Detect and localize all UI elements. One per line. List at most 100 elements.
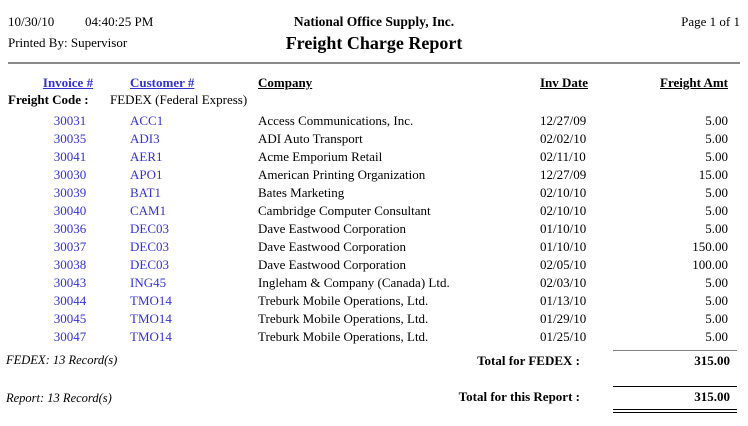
page-indicator: Page 1 of 1 <box>681 14 740 29</box>
report-total-double-rule <box>613 409 737 413</box>
invoice-number-cell[interactable]: 30043 <box>53 275 87 290</box>
inv-date-cell: 02/11/10 <box>540 149 586 164</box>
freight-amt-cell: 150.00 <box>692 239 728 254</box>
freight-amt-cell: 5.00 <box>705 203 728 218</box>
invoice-number-cell[interactable]: 30040 <box>53 203 87 218</box>
customer-number-cell[interactable]: CAM1 <box>130 203 167 218</box>
table-row: 30038 DEC03 Dave Eastwood Corporation 02… <box>0 256 748 274</box>
company-name: National Office Supply, Inc. <box>293 14 455 29</box>
table-row: 30044 TMO14 Treburk Mobile Operations, L… <box>0 292 748 310</box>
inv-date-cell: 02/10/10 <box>540 185 587 200</box>
inv-date-cell: 12/27/09 <box>540 167 587 182</box>
group-total-amount: 315.00 <box>694 353 730 368</box>
company-cell: American Printing Organization <box>258 167 426 182</box>
table-row: 30041 AER1 Acme Emporium Retail 02/11/10… <box>0 148 748 166</box>
customer-number-cell[interactable]: DEC03 <box>130 239 169 254</box>
invoice-number-cell[interactable]: 30045 <box>53 311 87 326</box>
freight-amt-cell: 5.00 <box>705 329 728 344</box>
company-cell: ADI Auto Transport <box>258 131 363 146</box>
report-record-count: Report: 13 Record(s) <box>6 391 112 405</box>
customer-number-cell[interactable]: DEC03 <box>130 257 169 272</box>
column-header-company: Company <box>258 75 313 90</box>
table-row: 30036 DEC03 Dave Eastwood Corporation 01… <box>0 220 748 238</box>
invoice-number-cell[interactable]: 30036 <box>53 221 87 236</box>
table-row: 30030 APO1 American Printing Organizatio… <box>0 166 748 184</box>
freight-amt-cell: 5.00 <box>705 185 728 200</box>
company-cell: Ingleham & Company (Canada) Ltd. <box>258 275 450 290</box>
customer-number-cell[interactable]: DEC03 <box>130 221 169 236</box>
group-total-rule <box>613 350 737 351</box>
company-cell: Bates Marketing <box>258 185 345 200</box>
group-record-count: FEDEX: 13 Record(s) <box>6 353 118 367</box>
inv-date-cell: 01/13/10 <box>540 293 587 308</box>
print-datetime: 10/30/10 04:40:25 PM <box>8 14 153 30</box>
freight-amt-cell: 5.00 <box>705 221 728 236</box>
invoice-number-cell[interactable]: 30041 <box>53 149 87 164</box>
table-body: 30031 ACC1 Access Communications, Inc. 1… <box>0 112 748 346</box>
column-header-freight-amt: Freight Amt <box>660 75 728 90</box>
freight-amt-cell: 100.00 <box>692 257 728 272</box>
column-header-inv-date: Inv Date <box>540 75 589 90</box>
freight-amt-cell: 5.00 <box>705 293 728 308</box>
invoice-number-cell[interactable]: 30039 <box>53 185 87 200</box>
inv-date-cell: 12/27/09 <box>540 113 587 128</box>
table-row: 30035 ADI3 ADI Auto Transport 02/02/10 5… <box>0 130 748 148</box>
inv-date-cell: 02/05/10 <box>540 257 587 272</box>
company-cell: Treburk Mobile Operations, Ltd. <box>258 311 429 326</box>
customer-number-cell[interactable]: TMO14 <box>130 311 172 326</box>
inv-date-cell: 02/10/10 <box>540 203 587 218</box>
invoice-number-cell[interactable]: 30035 <box>53 131 87 146</box>
table-row: 30047 TMO14 Treburk Mobile Operations, L… <box>0 328 748 346</box>
report-total-label: Total for this Report : <box>458 389 580 404</box>
customer-number-cell[interactable]: ADI3 <box>130 131 160 146</box>
customer-number-cell[interactable]: TMO14 <box>130 293 172 308</box>
invoice-number-cell[interactable]: 30037 <box>53 239 87 254</box>
header-rule <box>8 62 740 64</box>
print-date: 10/30/10 <box>8 14 55 29</box>
inv-date-cell: 01/29/10 <box>540 311 587 326</box>
freight-amt-cell: 5.00 <box>705 113 728 128</box>
group-total-label: Total for FEDEX : <box>477 353 580 368</box>
invoice-number-cell[interactable]: 30030 <box>53 167 87 182</box>
inv-date-cell: 02/02/10 <box>540 131 587 146</box>
customer-number-cell[interactable]: ING45 <box>130 275 167 290</box>
invoice-number-cell[interactable]: 30038 <box>53 257 87 272</box>
freight-code-value: FEDEX (Federal Express) <box>110 92 248 107</box>
freight-code-group-row: Freight Code : FEDEX (Federal Express) <box>8 92 247 108</box>
table-row: 30043 ING45 Ingleham & Company (Canada) … <box>0 274 748 292</box>
table-row: 30045 TMO14 Treburk Mobile Operations, L… <box>0 310 748 328</box>
print-time: 04:40:25 PM <box>85 14 154 29</box>
table-row: 30031 ACC1 Access Communications, Inc. 1… <box>0 112 748 130</box>
company-cell: Treburk Mobile Operations, Ltd. <box>258 293 429 308</box>
company-cell: Treburk Mobile Operations, Ltd. <box>258 329 429 344</box>
printed-by: Printed By: Supervisor <box>8 35 128 50</box>
customer-number-cell[interactable]: ACC1 <box>130 113 164 128</box>
inv-date-cell: 01/10/10 <box>540 239 587 254</box>
freight-amt-cell: 5.00 <box>705 131 728 146</box>
freight-amt-cell: 5.00 <box>705 149 728 164</box>
page-title: Freight Charge Report <box>285 33 463 53</box>
company-cell: Dave Eastwood Corporation <box>258 257 407 272</box>
freight-code-label: Freight Code : <box>8 92 89 107</box>
table-row: 30039 BAT1 Bates Marketing 02/10/10 5.00 <box>0 184 748 202</box>
invoice-number-cell[interactable]: 30031 <box>53 113 87 128</box>
freight-amt-cell: 15.00 <box>698 167 728 182</box>
table-header-row: Invoice # Customer # Company Inv Date Fr… <box>0 74 748 92</box>
invoice-number-cell[interactable]: 30044 <box>53 293 87 308</box>
column-header-invoice: Invoice # <box>42 75 94 90</box>
freight-amt-cell: 5.00 <box>705 275 728 290</box>
inv-date-cell: 01/10/10 <box>540 221 587 236</box>
table-row: 30037 DEC03 Dave Eastwood Corporation 01… <box>0 238 748 256</box>
company-cell: Dave Eastwood Corporation <box>258 239 407 254</box>
customer-number-cell[interactable]: APO1 <box>130 167 163 182</box>
company-cell: Access Communications, Inc. <box>258 113 414 128</box>
freight-amt-cell: 5.00 <box>705 311 728 326</box>
customer-number-cell[interactable]: BAT1 <box>130 185 162 200</box>
company-cell: Dave Eastwood Corporation <box>258 221 407 236</box>
invoice-number-cell[interactable]: 30047 <box>53 329 87 344</box>
table-row: 30040 CAM1 Cambridge Computer Consultant… <box>0 202 748 220</box>
report-total-rule <box>613 386 737 387</box>
customer-number-cell[interactable]: TMO14 <box>130 329 172 344</box>
inv-date-cell: 01/25/10 <box>540 329 587 344</box>
customer-number-cell[interactable]: AER1 <box>130 149 163 164</box>
